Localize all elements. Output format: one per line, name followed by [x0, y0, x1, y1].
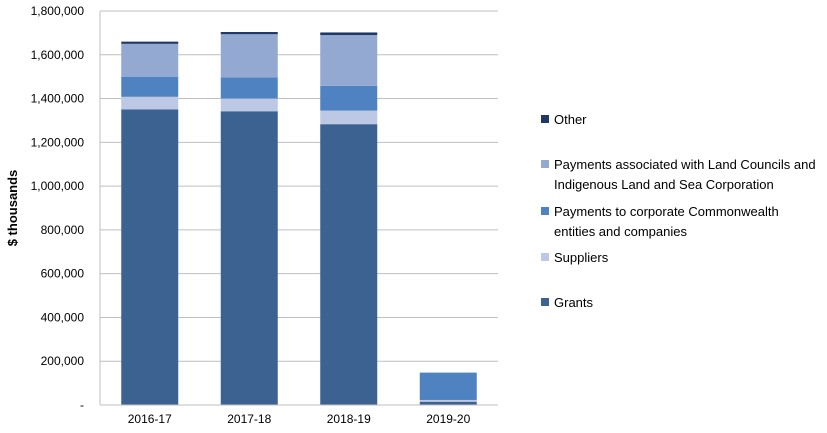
bar-segment [220, 34, 278, 78]
bar-segment [220, 77, 278, 99]
y-tick-label: - [80, 398, 84, 412]
bar-segment [121, 76, 179, 97]
bar-segment [419, 372, 477, 400]
x-tick-label: 2018-19 [327, 412, 371, 426]
bar-segment [419, 399, 477, 402]
y-tick-label: 1,600,000 [31, 48, 85, 62]
bar-segment [320, 85, 378, 111]
bar-segment [220, 111, 278, 406]
legend-label: Payments associated with Land Councils a… [554, 157, 816, 172]
x-tick-labels: 2016-17 2017-18 2018-19 2019-20 [128, 412, 471, 426]
x-tick-label: 2019-20 [426, 412, 470, 426]
legend-label: Suppliers [554, 250, 609, 265]
x-tick-label: 2016-17 [128, 412, 172, 426]
y-tick-label: 1,400,000 [31, 92, 85, 106]
y-tick-label: 800,000 [41, 223, 85, 237]
x-tick-label: 2017-18 [227, 412, 271, 426]
bar-segment [320, 124, 378, 405]
y-tick-label: 1,200,000 [31, 135, 85, 149]
legend-swatch [541, 298, 549, 306]
bar-segment [220, 98, 278, 112]
legend-label: Grants [554, 295, 594, 310]
bar-segment [320, 35, 378, 86]
bars [121, 32, 477, 406]
legend-swatch [541, 115, 549, 123]
legend-swatch [541, 160, 549, 168]
y-tick-label: 400,000 [41, 310, 85, 324]
legend-label: entities and companies [554, 224, 687, 239]
y-tick-label: 200,000 [41, 354, 85, 368]
legend-label: Indigenous Land and Sea Corporation [554, 177, 774, 192]
y-tick-label: 1,800,000 [31, 4, 85, 18]
bar-segment [320, 32, 378, 36]
bar-segment [121, 109, 179, 405]
y-tick-label: 1,000,000 [31, 179, 85, 193]
y-tick-label: 600,000 [41, 267, 85, 281]
bar-segment [320, 110, 378, 125]
bar-segment [121, 41, 179, 44]
axes [99, 11, 498, 406]
legend-label: Other [554, 112, 587, 127]
bar-segment [419, 401, 477, 405]
bar-segment [220, 32, 278, 35]
legend-label: Payments to corporate Commonwealth [554, 204, 779, 219]
legend: Other Payments associated with Land Counc… [541, 112, 816, 310]
y-axis-label: $ thousands [5, 170, 20, 247]
legend-swatch [541, 207, 549, 215]
bar-segment [121, 96, 179, 110]
y-tick-labels: - 200,000 400,000 600,000 800,000 1,000,000 1,… [31, 4, 85, 412]
legend-swatch [541, 253, 549, 261]
bar-segment [121, 43, 179, 77]
